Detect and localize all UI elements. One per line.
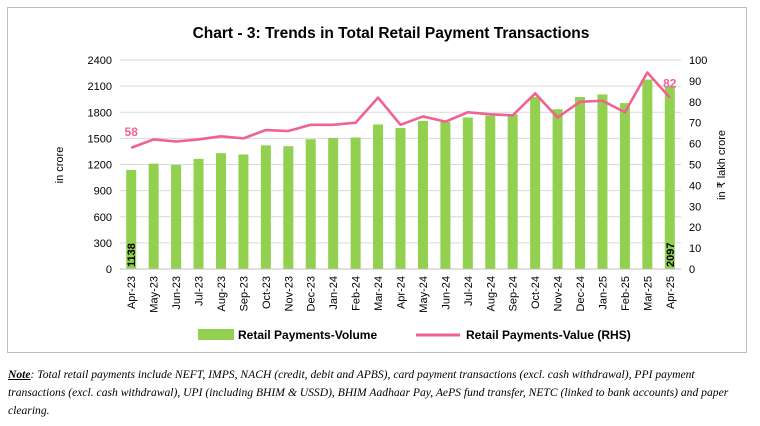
x-tick-label: Dec-24 xyxy=(575,276,587,311)
volume-bar xyxy=(238,154,249,269)
volume-bar xyxy=(597,94,608,269)
y2-tick-label: 80 xyxy=(689,97,701,109)
x-tick-label: Feb-24 xyxy=(351,276,363,311)
x-tick-label: Jan-24 xyxy=(328,276,340,310)
x-tick-label: Apr-25 xyxy=(665,276,677,309)
x-tick-label: Jul-23 xyxy=(194,276,206,306)
y-tick-label: 1800 xyxy=(88,107,112,119)
y-axis-title: in crore xyxy=(54,147,66,184)
chart-note: Note: Total retail payments include NEFT… xyxy=(8,366,752,420)
y2-tick-label: 90 xyxy=(689,76,701,88)
volume-bar xyxy=(485,115,496,269)
volume-bar xyxy=(126,169,137,269)
volume-bar xyxy=(440,121,451,270)
y-tick-label: 0 xyxy=(106,264,112,276)
legend-label-volume: Retail Payments-Volume xyxy=(238,328,377,342)
chart-svg: Chart - 3: Trends in Total Retail Paymen… xyxy=(54,25,728,342)
legend-swatch-volume xyxy=(198,329,234,340)
x-tick-label: May-23 xyxy=(149,276,161,313)
x-tick-label: Apr-23 xyxy=(126,276,138,309)
volume-bar xyxy=(215,153,226,269)
y-tick-label: 300 xyxy=(94,238,112,250)
x-tick-label: Oct-23 xyxy=(261,276,273,309)
value-line xyxy=(130,71,671,149)
volume-label-first: 1138 xyxy=(126,243,138,267)
x-tick-label: Jul-24 xyxy=(463,276,475,306)
x-tick-label: Jun-23 xyxy=(171,276,183,310)
volume-bar xyxy=(417,120,428,269)
y2-tick-label: 100 xyxy=(689,55,707,67)
y2-tick-label: 70 xyxy=(689,118,701,130)
y2-axis-title: in ₹ lakh crore xyxy=(716,130,728,200)
x-tick-label: Oct-24 xyxy=(530,276,542,309)
y2-tick-label: 0 xyxy=(689,264,695,276)
note-label: Note xyxy=(8,368,31,381)
y2-tick-label: 50 xyxy=(689,160,701,172)
y2-tick-label: 20 xyxy=(689,222,701,234)
x-tick-label: Nov-24 xyxy=(553,276,565,311)
x-tick-label: Jun-24 xyxy=(440,276,452,310)
volume-bar xyxy=(642,79,653,269)
x-tick-label: Nov-23 xyxy=(283,276,295,311)
volume-bar xyxy=(552,109,563,269)
volume-bar xyxy=(171,164,182,269)
y2-tick-label: 30 xyxy=(689,201,701,213)
volume-bar xyxy=(148,163,159,269)
volume-bar xyxy=(283,146,294,269)
x-tick-label: Aug-24 xyxy=(485,276,497,311)
volume-bar xyxy=(373,124,384,269)
x-tick-label: Mar-25 xyxy=(642,276,654,311)
y-tick-label: 1200 xyxy=(88,160,112,172)
volume-bar xyxy=(328,137,339,269)
volume-bar xyxy=(619,103,630,269)
x-tick-label: Sep-23 xyxy=(238,276,250,311)
volume-bar xyxy=(462,117,473,269)
x-tick-label: May-24 xyxy=(418,276,430,313)
x-tick-label: Dec-23 xyxy=(306,276,318,311)
volume-bar xyxy=(193,158,204,269)
volume-bar xyxy=(350,137,361,269)
y2-tick-label: 40 xyxy=(689,180,701,192)
volume-bar xyxy=(260,145,271,269)
note-text: : Total retail payments include NEFT, IM… xyxy=(8,368,729,417)
volume-bar xyxy=(530,97,541,270)
chart-container: Chart - 3: Trends in Total Retail Paymen… xyxy=(7,7,747,353)
y-tick-label: 2400 xyxy=(88,55,112,67)
x-tick-label: Jan-25 xyxy=(597,276,609,310)
y2-tick-label: 60 xyxy=(689,139,701,151)
y-tick-label: 600 xyxy=(94,212,112,224)
volume-bar xyxy=(507,114,518,269)
x-tick-label: Mar-24 xyxy=(373,276,385,311)
volume-bar xyxy=(305,139,316,269)
volume-bar xyxy=(664,86,675,269)
y2-tick-label: 10 xyxy=(689,243,701,255)
value-label-last: 82 xyxy=(663,77,677,91)
x-tick-label: Sep-24 xyxy=(508,276,520,311)
chart-title: Chart - 3: Trends in Total Retail Paymen… xyxy=(193,25,590,42)
y-tick-label: 1500 xyxy=(88,133,112,145)
y-tick-label: 2100 xyxy=(88,81,112,93)
volume-bar xyxy=(575,97,586,270)
x-tick-label: Feb-25 xyxy=(620,276,632,311)
x-tick-label: Apr-24 xyxy=(396,276,408,309)
volume-bar xyxy=(395,127,406,269)
legend-label-value: Retail Payments-Value (RHS) xyxy=(466,328,631,342)
value-label-first: 58 xyxy=(125,125,139,139)
y-tick-label: 900 xyxy=(94,186,112,198)
x-tick-label: Aug-23 xyxy=(216,276,228,311)
volume-label-last: 2097 xyxy=(665,243,677,267)
